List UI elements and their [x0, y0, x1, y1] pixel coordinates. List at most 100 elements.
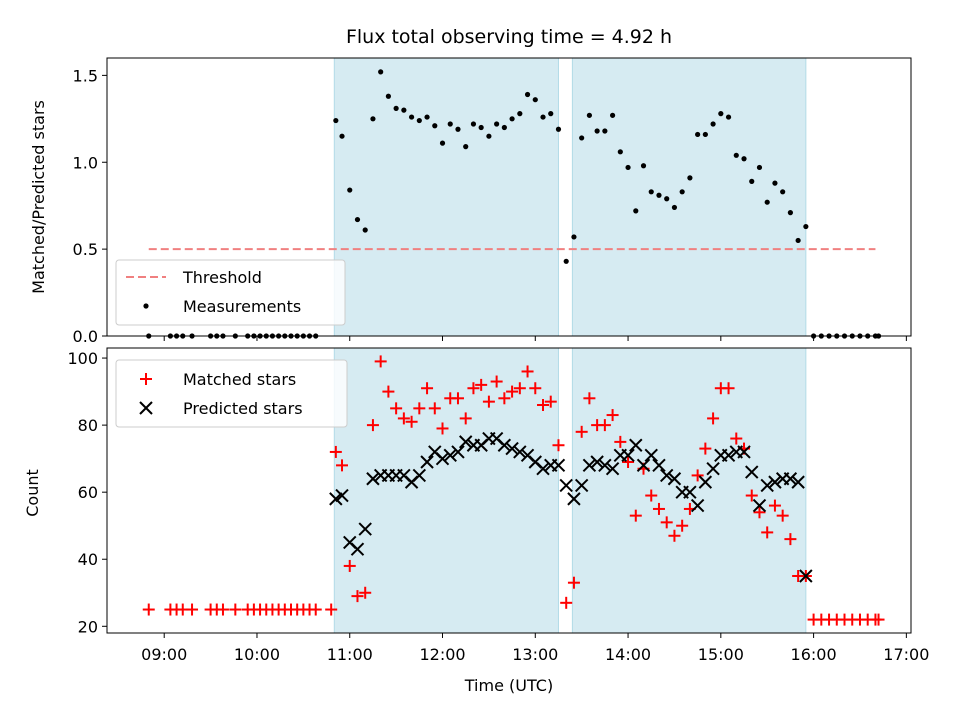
series-1-point-82	[795, 237, 801, 244]
series-1-point-45	[498, 392, 511, 405]
series-1-point-65	[664, 196, 670, 202]
count-points	[142, 355, 885, 626]
series-2-point-35	[590, 455, 604, 469]
series-2-point-30	[551, 458, 566, 473]
series-1-point-54	[567, 576, 580, 589]
series-2-point-56	[752, 498, 767, 513]
series-2-point-52	[721, 448, 736, 463]
series-1-point-42	[486, 133, 492, 139]
series-1-point-69	[695, 131, 701, 138]
bottom-panel: 20 40 60 80 100 09:00 10:00 11:00 12:00 13:00 14:…	[23, 347, 929, 695]
series-2-point-15	[435, 451, 450, 466]
series-1-point-72	[718, 111, 724, 117]
series-1-point-38	[455, 126, 461, 132]
y-tick-label: 80	[78, 416, 98, 435]
series-1-point-31	[401, 107, 407, 113]
series-1-point-78	[764, 199, 770, 205]
top-legend: Threshold Measurements	[115, 259, 346, 326]
series-1-point-41	[467, 382, 480, 395]
series-2-point-50	[706, 461, 720, 476]
legend-predicted-swatch	[139, 401, 153, 415]
series-2-point-5	[358, 522, 372, 536]
series-1-point-70	[691, 469, 704, 482]
series-1-point-21	[309, 603, 322, 616]
series-2-point-28	[536, 461, 550, 476]
series-1-point-70	[702, 131, 708, 138]
series-2-point-62	[799, 569, 813, 583]
series-1-point-33	[405, 415, 418, 428]
series-1-point-52	[563, 258, 569, 264]
series-2-point-12	[412, 468, 427, 483]
y-tick-label: 0.5	[73, 240, 98, 259]
series-1-point-47	[513, 382, 526, 395]
series-1-point-83	[803, 223, 809, 230]
series-1-point-43	[494, 121, 500, 127]
x-tick-label: 17:00	[883, 645, 929, 664]
series-1-point-29	[374, 355, 387, 368]
series-2-point-34	[582, 458, 597, 473]
top-legend-box	[115, 259, 346, 326]
series-1-point-59	[617, 149, 623, 155]
series-1-point-58	[609, 112, 616, 118]
series-1-point-33	[416, 117, 422, 124]
series-1-point-60	[625, 164, 631, 171]
series-1-point-81	[776, 509, 789, 522]
series-1-point-36	[439, 140, 446, 146]
series-2-point-54	[737, 445, 751, 459]
series-1-point-37	[447, 121, 453, 127]
series-1-point-30	[382, 385, 395, 398]
series-2-point-58	[768, 475, 782, 489]
series-1-point-25	[343, 559, 356, 572]
series-1-point-22	[333, 117, 339, 124]
y-tick-label: 100	[67, 349, 98, 368]
series-1-point-54	[579, 135, 585, 141]
shaded-interval-1	[333, 57, 559, 337]
series-1-point-76	[749, 178, 755, 184]
series-1-point-35	[421, 382, 434, 395]
series-1-point-55	[575, 425, 588, 438]
series-1-point-1	[142, 603, 155, 616]
series-1-point-48	[532, 97, 538, 103]
bottom-y-axis-label: Count	[23, 469, 42, 517]
series-1-point-24	[336, 459, 349, 472]
series-1-point-68	[676, 519, 689, 532]
series-1-point-5	[186, 603, 199, 616]
series-1-point-56	[583, 392, 596, 405]
series-1-point-32	[408, 114, 415, 120]
series-2-point-49	[698, 475, 713, 489]
series-1-point-41	[478, 124, 484, 131]
series-2-point-39	[621, 448, 635, 463]
series-2-point-45	[667, 472, 682, 486]
series-2-point-31	[559, 478, 573, 493]
bottom-legend: Matched stars Predicted stars	[115, 359, 348, 428]
series-1-point-50	[548, 111, 554, 117]
series-1-point-29	[385, 93, 391, 99]
chart-title: Flux total observing time = 4.92 h	[346, 26, 672, 48]
series-1-point-48	[521, 365, 534, 378]
series-1-point-60	[614, 435, 627, 448]
bottom-x-axis-label: Time (UTC)	[464, 676, 553, 695]
series-1-point-55	[586, 112, 593, 118]
series-2-point-57	[760, 478, 774, 493]
series-1-point-28	[366, 419, 379, 432]
series-2-point-17	[451, 445, 465, 459]
series-1-point-58	[598, 419, 611, 432]
series-2-point-41	[636, 458, 651, 473]
series-1-point-24	[347, 187, 353, 193]
series-1-point-75	[741, 156, 747, 162]
x-tick-label: 16:00	[791, 645, 837, 664]
series-1-point-68	[687, 175, 693, 181]
series-1-point-25	[354, 216, 361, 223]
series-1-point-61	[633, 208, 639, 214]
y-tick-label: 0.0	[73, 327, 98, 346]
series-1-point-65	[652, 502, 665, 515]
series-1-point-59	[606, 409, 619, 422]
series-1-point-9	[229, 603, 242, 616]
series-1-point-67	[679, 189, 685, 195]
series-1-point-26	[362, 227, 368, 233]
series-1-point-34	[424, 114, 430, 120]
legend-measurements-swatch	[143, 303, 149, 309]
series-1-point-53	[560, 596, 573, 609]
legend-predicted-label: Predicted stars	[183, 399, 303, 418]
series-1-point-46	[506, 385, 519, 398]
